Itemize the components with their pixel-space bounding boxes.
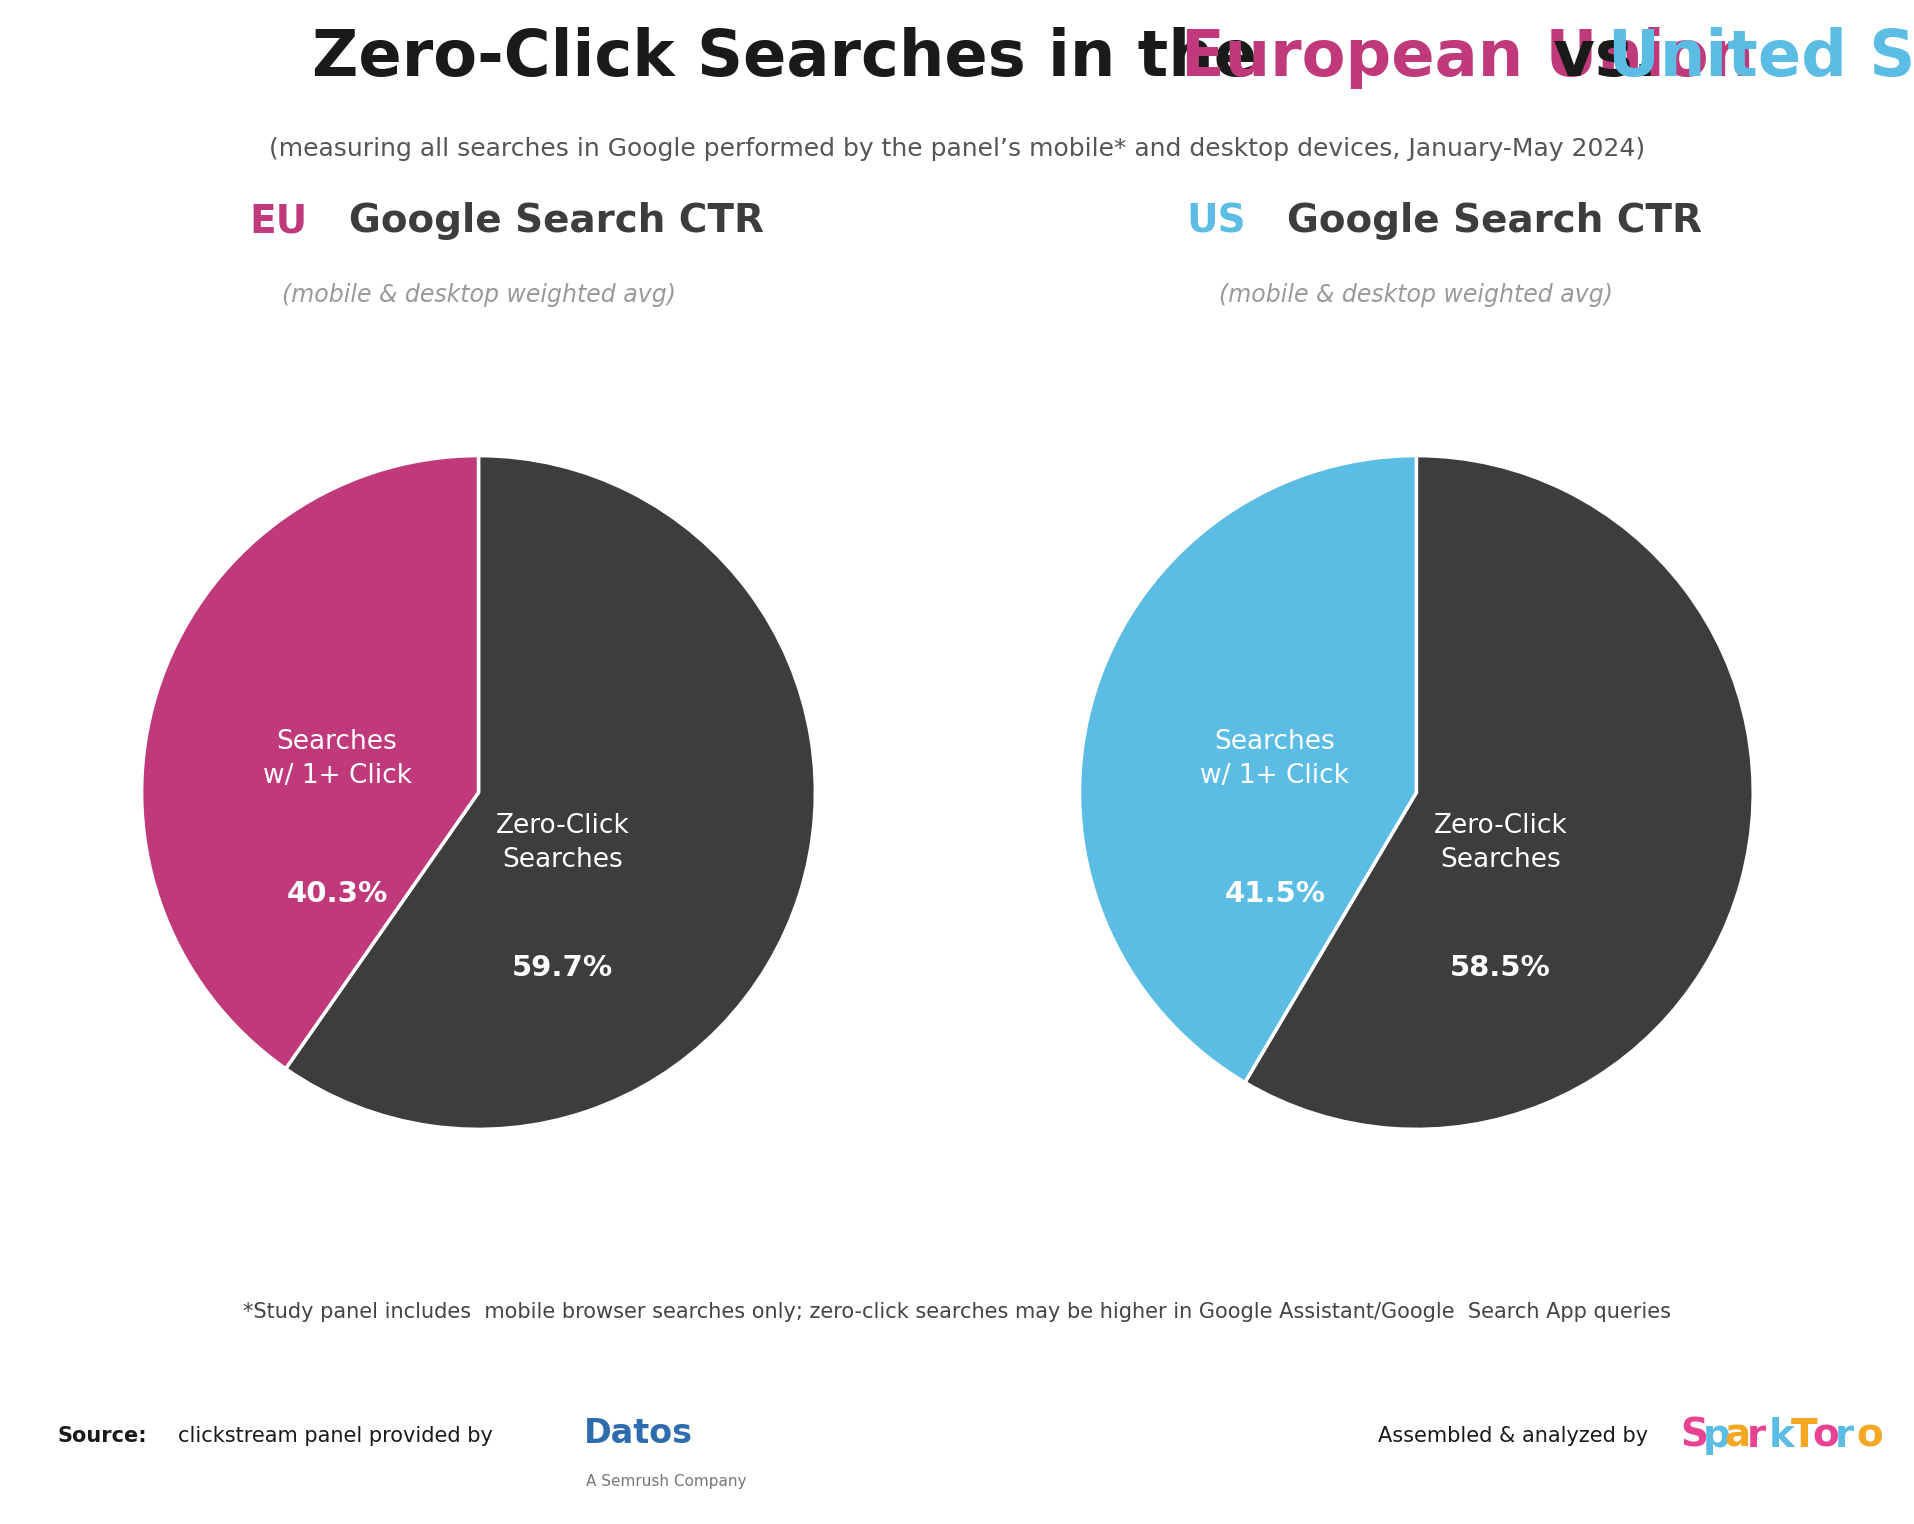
Text: S: S — [1680, 1417, 1709, 1454]
Text: Assembled & analyzed by: Assembled & analyzed by — [1378, 1425, 1648, 1446]
Wedge shape — [142, 456, 478, 1068]
Text: Zero-Click
Searches: Zero-Click Searches — [1434, 812, 1568, 873]
Text: Source:: Source: — [57, 1425, 147, 1446]
Text: r: r — [1836, 1417, 1853, 1454]
Text: 40.3%: 40.3% — [287, 879, 389, 907]
Text: 59.7%: 59.7% — [513, 954, 612, 981]
Text: Google Search CTR: Google Search CTR — [1288, 203, 1702, 241]
Wedge shape — [285, 456, 815, 1129]
Text: (mobile & desktop weighted avg): (mobile & desktop weighted avg) — [1219, 283, 1614, 308]
Text: vs.: vs. — [1531, 27, 1680, 88]
Text: Searches
w/ 1+ Click: Searches w/ 1+ Click — [1200, 728, 1349, 789]
Text: Datos: Datos — [584, 1417, 693, 1449]
Text: k: k — [1769, 1417, 1793, 1454]
Text: Zero-Click
Searches: Zero-Click Searches — [496, 812, 630, 873]
Text: A Semrush Company: A Semrush Company — [586, 1474, 746, 1489]
Text: o: o — [1813, 1417, 1839, 1454]
Text: Searches
w/ 1+ Click: Searches w/ 1+ Click — [262, 728, 412, 789]
Text: Zero-Click Searches in the: Zero-Click Searches in the — [312, 27, 1279, 88]
Text: United States: United States — [1608, 27, 1914, 88]
Text: Google Search CTR: Google Search CTR — [350, 203, 764, 241]
Text: a: a — [1725, 1417, 1751, 1454]
Wedge shape — [1244, 456, 1753, 1129]
Text: r: r — [1746, 1417, 1765, 1454]
Text: T: T — [1792, 1417, 1816, 1454]
Text: 58.5%: 58.5% — [1451, 954, 1550, 981]
Text: clickstream panel provided by: clickstream panel provided by — [178, 1425, 494, 1446]
Text: *Study panel includes  mobile browser searches only; zero-click searches may be : *Study panel includes mobile browser sea… — [243, 1301, 1671, 1323]
Text: 41.5%: 41.5% — [1225, 879, 1324, 907]
Text: o: o — [1857, 1417, 1883, 1454]
Wedge shape — [1079, 456, 1416, 1082]
Text: (mobile & desktop weighted avg): (mobile & desktop weighted avg) — [281, 283, 676, 308]
Text: EU: EU — [249, 203, 306, 241]
Text: US: US — [1187, 203, 1246, 241]
Text: European Union: European Union — [1181, 27, 1753, 88]
Text: p: p — [1703, 1417, 1730, 1454]
Text: (measuring all searches in Google performed by the panel’s mobile* and desktop d: (measuring all searches in Google perfor… — [270, 137, 1644, 162]
